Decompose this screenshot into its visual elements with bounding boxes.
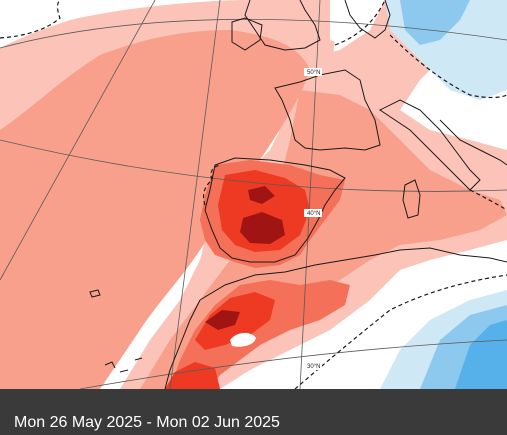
zero-contour-adriatic — [469, 189, 507, 211]
anomaly-neutral-east — [330, 0, 385, 45]
anomaly-cool-northeast — [400, 0, 470, 45]
coast-britain — [244, 0, 321, 51]
anomaly-neutral-north — [0, 0, 60, 35]
zero-contour-north — [0, 0, 61, 39]
coast-france — [274, 69, 381, 151]
graticule-50n — [0, 18, 507, 49]
coast-madeira — [89, 289, 101, 298]
anomaly-strong-cool-southeast — [455, 320, 507, 389]
latitude-labels: 50°N 40°N 30°N — [304, 68, 322, 370]
date-range-caption: Mon 26 May 2025 - Mon 02 Jun 2025 — [14, 414, 280, 431]
caption-bar: Mon 26 May 2025 - Mon 02 Jun 2025 — [0, 389, 507, 435]
anomaly-neutral-atlas — [230, 332, 256, 347]
anomaly-map[interactable]: 50°N 40°N 30°N — [0, 0, 507, 389]
zero-contour-northeast — [334, 0, 386, 46]
lat-label-30: 30°N — [307, 364, 320, 370]
lat-label-50-bg — [304, 68, 322, 76]
coast-morocco-atlantic — [164, 299, 201, 389]
graticule — [0, 0, 507, 389]
zero-contour-iberia — [202, 164, 221, 206]
lat-label-40-bg — [304, 209, 322, 217]
anomaly-very-hot-north-spain — [248, 186, 275, 204]
graticule-meridian-2 — [299, 0, 321, 389]
zero-contour-southeast — [294, 274, 507, 389]
anomaly-map-canvas: 50°N 40°N 30°N — [0, 0, 507, 389]
graticule-30n — [79, 339, 507, 389]
lat-label-40: 40°N — [307, 211, 320, 217]
zero-contour-east — [389, 34, 507, 99]
coast-north-africa — [199, 247, 507, 301]
zero-contours — [0, 0, 507, 389]
coast-ireland — [231, 17, 263, 51]
coast-italy — [379, 99, 481, 191]
coast-canary-islands — [104, 357, 143, 373]
coast-iberia — [204, 157, 346, 263]
coastlines — [89, 0, 507, 389]
coast-scandinavia — [344, 0, 391, 39]
anomaly-very-hot-morocco — [205, 310, 240, 330]
graticule-meridian-1 — [0, 0, 156, 281]
graticule-meridian-3 — [169, 0, 221, 389]
anomaly-warm-atlantic — [0, 30, 310, 389]
coast-balkans — [439, 119, 507, 166]
anomaly-very-hot-central-spain — [240, 212, 285, 244]
coast-sardinia — [402, 179, 421, 219]
lat-label-30-bg — [304, 362, 322, 370]
anomaly-strong-warm-africa — [170, 280, 350, 389]
lat-label-50: 50°N — [307, 70, 320, 76]
